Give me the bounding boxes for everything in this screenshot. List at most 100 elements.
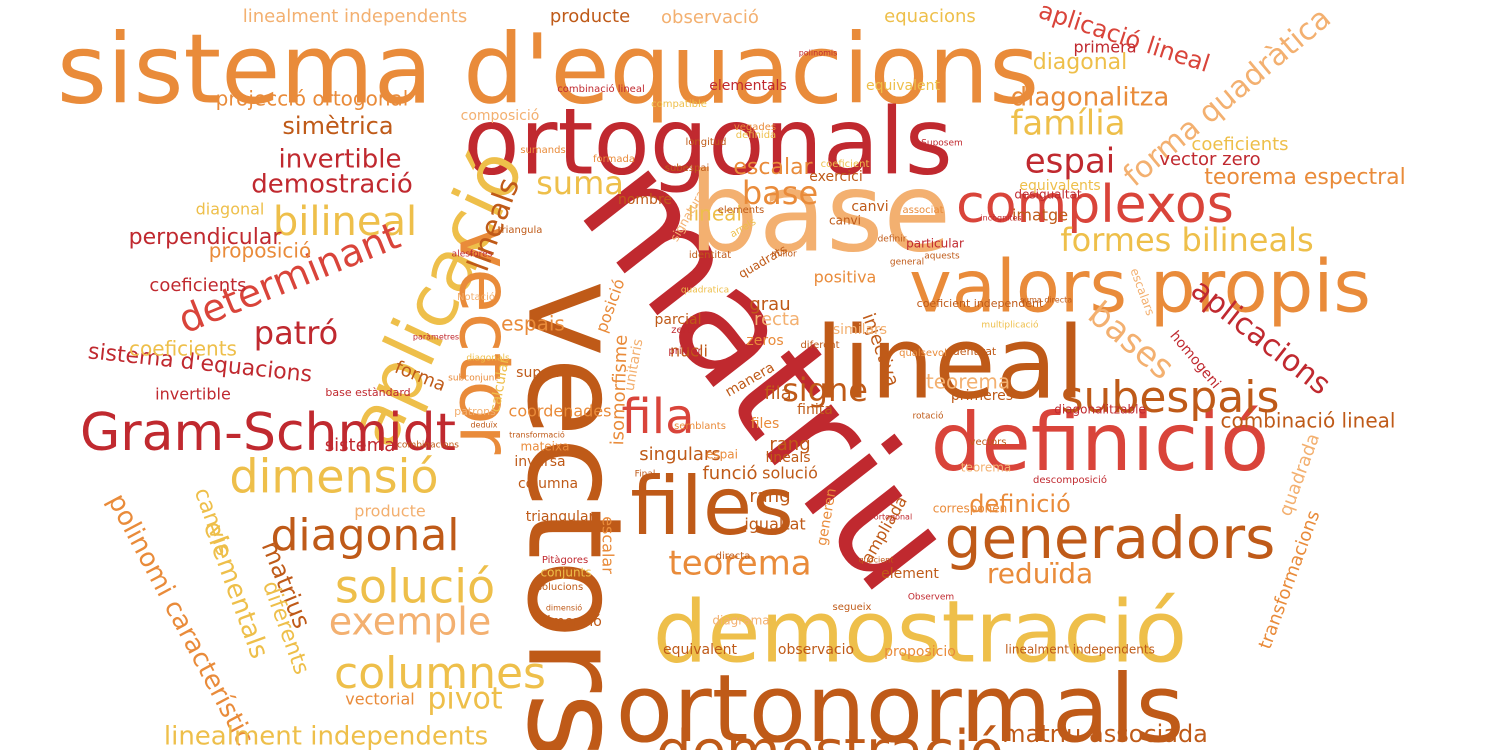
word-cloud-term: primeres (951, 388, 1013, 404)
word-cloud-term: perpendicular (129, 225, 283, 250)
word-cloud-term: incògnites (980, 213, 1021, 223)
word-cloud-term: teorema (961, 461, 1012, 475)
word-cloud-term: positiva (814, 268, 877, 287)
word-cloud-term: triangula (498, 225, 543, 236)
word-cloud-term: primera (1074, 38, 1137, 57)
word-cloud-term: generadors (945, 504, 1276, 572)
word-cloud-term: Observem (908, 593, 954, 603)
word-cloud-term: Final (635, 470, 656, 480)
word-cloud-term: observacio (778, 642, 854, 658)
word-cloud-term: ortogonal (874, 513, 912, 522)
word-cloud-term: definició (969, 490, 1071, 518)
word-cloud-term: Suposem (921, 139, 963, 149)
word-cloud-term: primer (668, 346, 702, 357)
word-cloud-term: canvi (829, 214, 861, 228)
word-cloud-term: solucions (537, 582, 583, 593)
word-cloud-term: funció (702, 463, 757, 484)
word-cloud-term: sumands (520, 145, 565, 156)
word-cloud-term: coeficients (1191, 134, 1288, 155)
word-cloud-term: columna (518, 476, 578, 492)
word-cloud-term: recta (754, 309, 800, 330)
word-cloud-term: definir (878, 235, 907, 245)
word-cloud-term: equacions (884, 6, 976, 27)
word-cloud-term: element (881, 566, 939, 582)
word-cloud-term: diagonal (270, 510, 459, 561)
word-cloud-term: invertible (279, 145, 402, 175)
word-cloud-term: descomposició (1033, 474, 1107, 486)
word-cloud-term: base (689, 148, 951, 276)
word-cloud-term: formada (593, 154, 635, 165)
word-cloud-term: triangular (526, 509, 595, 525)
word-cloud-term: equivalents (1019, 178, 1100, 194)
word-cloud-term: desigualtat (1014, 188, 1082, 202)
word-cloud-term: deduïx (470, 421, 497, 430)
word-cloud-term: exemple (329, 600, 491, 644)
word-cloud-term: invertible (155, 385, 231, 404)
word-cloud-term: vectors (970, 437, 1007, 448)
word-cloud-term: diagonals (466, 354, 510, 364)
word-cloud-term: alesfores (452, 250, 493, 260)
word-cloud-term: quadratica (681, 286, 729, 296)
word-cloud-term: multiplicació (981, 320, 1039, 331)
word-cloud-term: zeros (746, 333, 783, 349)
word-cloud-term: files (751, 416, 780, 432)
word-cloud-term: reduïda (987, 557, 1093, 590)
word-cloud-term: patró (254, 314, 339, 352)
word-cloud-term: espai (1025, 142, 1116, 182)
word-cloud-term: singulars (639, 444, 720, 465)
word-cloud-term: teorema espectral (1204, 165, 1405, 190)
word-cloud-term: proposició (209, 239, 311, 263)
word-cloud-term: matriu associada (1002, 720, 1208, 748)
word-cloud-term: lineal (815, 304, 1085, 421)
word-cloud-term: coeficients (149, 275, 246, 296)
word-cloud-term: linealment independents (1005, 643, 1155, 657)
word-cloud-term: vector zero (1159, 149, 1260, 170)
word-cloud-term: linealment independents (164, 722, 488, 750)
word-cloud-term: teorema (668, 544, 811, 584)
word-cloud-term: coordenades (509, 402, 612, 421)
word-cloud-term: linealment independents (243, 6, 467, 27)
word-cloud-term: coeficient independent (917, 297, 1044, 310)
word-cloud-term: ortonormals (616, 655, 1185, 750)
word-cloud-term: suma directa (1020, 296, 1072, 305)
word-cloud-term: sistema (325, 435, 395, 456)
word-cloud-term: escalar (599, 516, 618, 574)
word-cloud-term: polinomis (799, 49, 838, 58)
word-cloud-term: conjunts (540, 566, 591, 580)
word-cloud-term: Notació (457, 291, 495, 303)
word-cloud-term: equivalent (866, 78, 941, 94)
word-cloud-term: coeficients (129, 337, 237, 361)
word-cloud-term: millor (771, 250, 797, 260)
word-cloud-term: simètrica (282, 112, 393, 140)
word-cloud-term: patrons (454, 405, 496, 418)
word-cloud-term: zero (671, 325, 692, 336)
word-cloud-term: diagonal (1033, 50, 1128, 75)
word-cloud-term: sistema d'equacions (57, 13, 1039, 125)
word-cloud-term: teorema (926, 370, 1010, 394)
word-cloud-term: subespais (1061, 372, 1280, 423)
word-cloud-term: espais (501, 312, 565, 336)
word-cloud-term: ortogonals (463, 88, 952, 195)
word-cloud-term: longitud (686, 137, 727, 148)
word-cloud-term: associat (903, 205, 944, 216)
word-cloud-term: lineal (688, 202, 742, 226)
word-cloud-term: bilineal (273, 199, 417, 245)
word-cloud-term: dimensió (538, 614, 602, 630)
word-cloud-term: columnes (334, 648, 546, 699)
word-cloud-term: diferent (800, 340, 839, 351)
word-cloud-term: rang (769, 434, 810, 455)
word-cloud-term: dimensió (546, 603, 582, 613)
word-cloud-term: signe (782, 371, 868, 409)
word-cloud-term: pivot (427, 682, 502, 717)
word-cloud-term: isomorfisme (607, 334, 632, 445)
word-cloud-term: fila (622, 389, 695, 445)
word-cloud-term: general (890, 258, 924, 268)
word-cloud-term: Gram-Schmidt (80, 403, 456, 463)
word-cloud-term: projecció ortogonal (216, 87, 409, 111)
word-cloud-term: vector (443, 226, 527, 455)
word-cloud-term: producte (550, 6, 630, 27)
word-cloud-term: identitat (950, 345, 997, 358)
word-cloud-term: complexos (956, 175, 1234, 235)
word-cloud-term: proposicio (884, 644, 956, 660)
